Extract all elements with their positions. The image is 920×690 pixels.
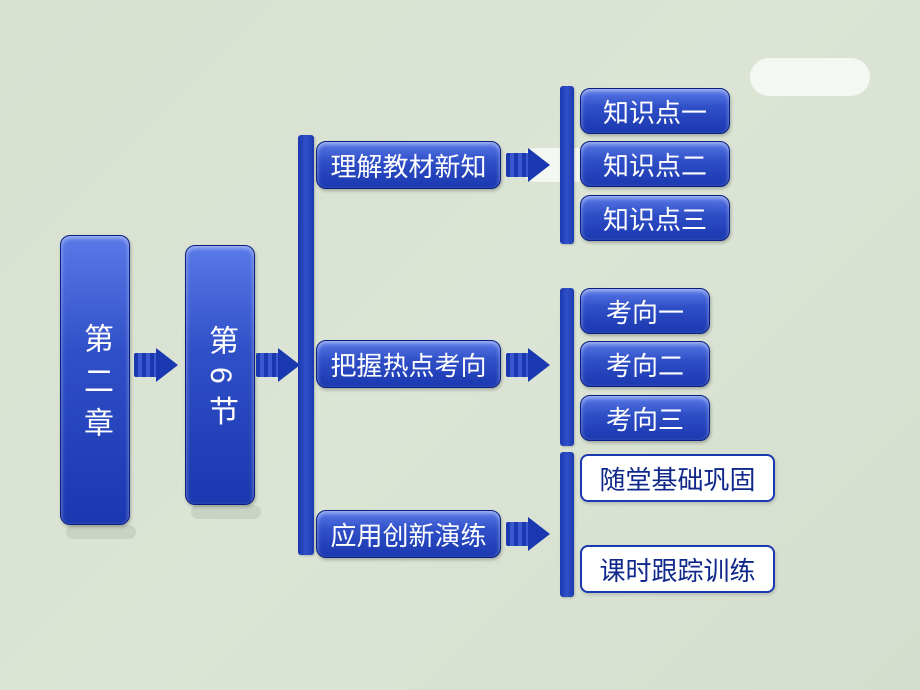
arrow-connector [256, 348, 302, 382]
section-node[interactable]: 第6节 [185, 245, 255, 505]
mid-node-mid2[interactable]: 把握热点考向 [316, 340, 501, 388]
arrow-connector [134, 348, 180, 382]
leaf-k2[interactable]: 知识点二 [580, 141, 730, 187]
arrow-connector [506, 348, 552, 382]
root-chapter[interactable]: 第二章 [60, 235, 130, 525]
leaf-p1[interactable]: 随堂基础巩固 [580, 454, 775, 502]
leaf-label: 知识点三 [603, 200, 707, 237]
shadow [66, 525, 136, 539]
leaf-d3[interactable]: 考向三 [580, 395, 710, 441]
mid-node-label: 应用创新演练 [330, 516, 486, 553]
leaf-label: 考向一 [606, 293, 684, 330]
main-bracket-bar [298, 135, 314, 555]
leaf-label: 随堂基础巩固 [599, 460, 755, 497]
cloud-decoration [750, 58, 870, 96]
section-node-label: 第6节 [198, 325, 242, 438]
leaf-k1[interactable]: 知识点一 [580, 88, 730, 134]
root-chapter-label: 第二章 [73, 323, 117, 449]
leaf-label: 考向二 [606, 346, 684, 383]
shadow [191, 505, 261, 519]
leaf-label: 考向三 [606, 400, 684, 437]
leaf-k3[interactable]: 知识点三 [580, 195, 730, 241]
group1-bar [560, 86, 574, 244]
arrow-connector [506, 148, 552, 182]
leaf-label: 知识点一 [603, 93, 707, 130]
mid-node-mid1[interactable]: 理解教材新知 [316, 141, 501, 189]
arrow-connector [506, 517, 552, 551]
leaf-p2[interactable]: 课时跟踪训练 [580, 545, 775, 593]
group3-bar [560, 452, 574, 597]
mid-node-mid3[interactable]: 应用创新演练 [316, 510, 501, 558]
leaf-label: 课时跟踪训练 [599, 551, 755, 588]
leaf-d1[interactable]: 考向一 [580, 288, 710, 334]
leaf-label: 知识点二 [603, 146, 707, 183]
mid-node-label: 理解教材新知 [330, 147, 486, 184]
leaf-d2[interactable]: 考向二 [580, 341, 710, 387]
mid-node-label: 把握热点考向 [330, 346, 486, 383]
group2-bar [560, 288, 574, 446]
